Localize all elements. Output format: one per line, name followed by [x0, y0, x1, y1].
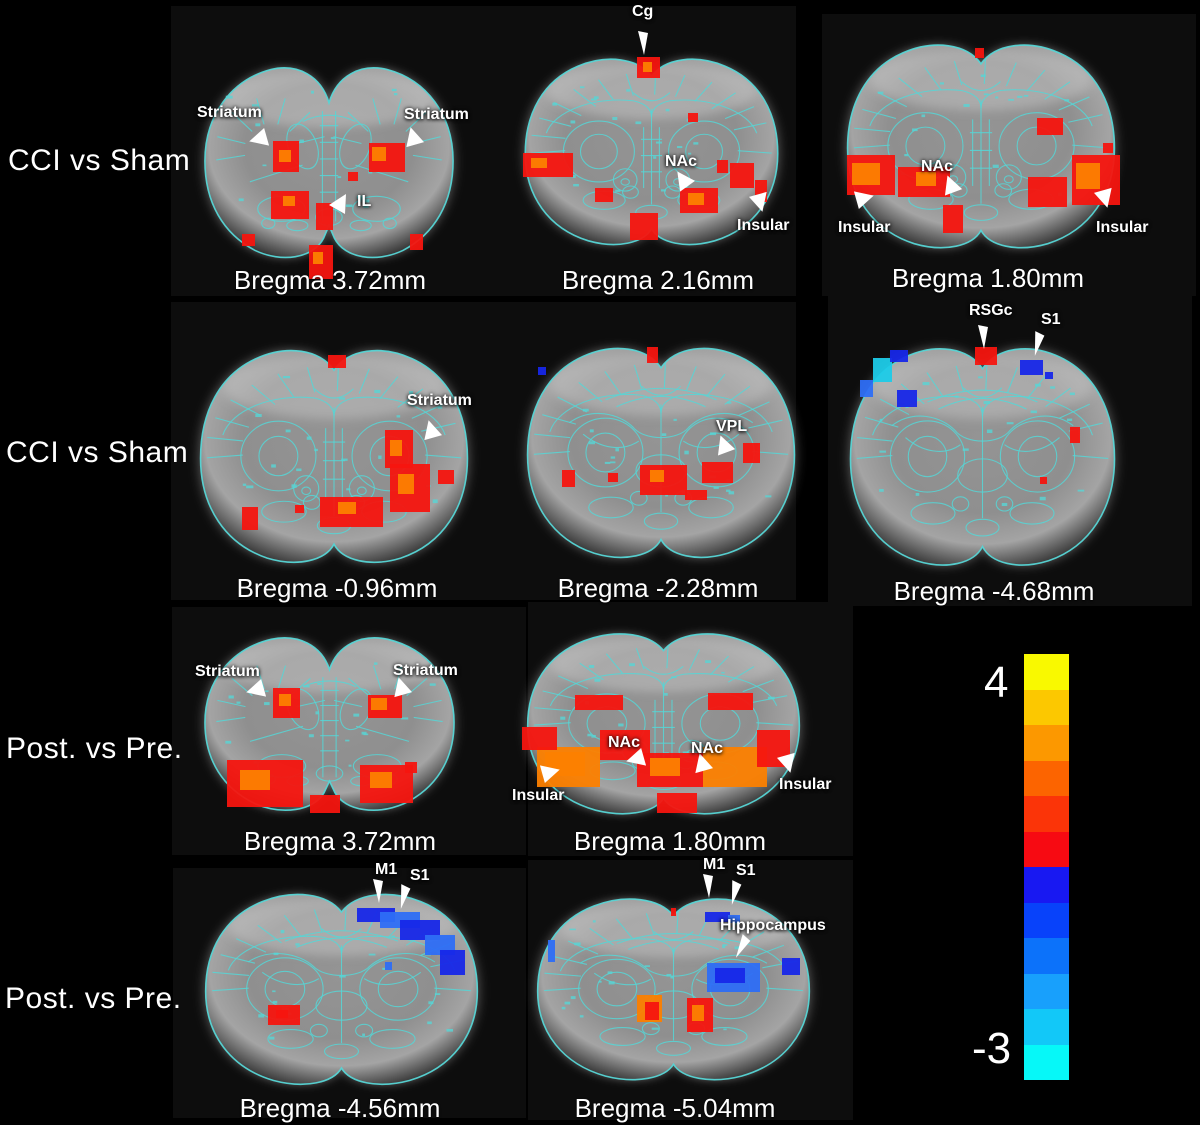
- slice-caption-r3-s1: Bregma 3.72mm: [243, 826, 437, 856]
- annotation-nac: NAc: [665, 153, 698, 170]
- row-label-3-post-vs-pre-: Post. vs Pre.: [6, 732, 183, 765]
- annotation-insular: Insular: [512, 787, 565, 804]
- annotation-nac: NAc: [921, 158, 954, 175]
- arrowhead-il: [329, 194, 346, 214]
- colorbar-segment-2: [1024, 689, 1069, 725]
- annotation-nac: NAc: [691, 740, 724, 757]
- row-label-1-cci-vs-sham: CCI vs Sham: [8, 144, 191, 177]
- annotation-hippocampus: Hippocampus: [720, 917, 826, 934]
- arrowhead-striatum: [406, 127, 425, 148]
- activation-blobs-r4-s1: [268, 908, 465, 1025]
- slice-caption-r1-s3: Bregma 1.80mm: [891, 263, 1085, 293]
- annotation-striatum: Striatum: [407, 392, 472, 409]
- slice-caption-r1-s2: Bregma 2.16mm: [561, 265, 755, 295]
- colorbar-segment-1: [1024, 654, 1069, 690]
- annotation-insular: Insular: [1096, 219, 1149, 236]
- arrowhead-nac: [944, 175, 963, 196]
- annotation-striatum: Striatum: [404, 106, 469, 123]
- arrowhead-insular: [1093, 187, 1112, 208]
- annotation-m1: M1: [703, 856, 726, 873]
- arrowhead-rsgc: [978, 325, 988, 349]
- arrowhead-insular: [853, 191, 874, 210]
- colorbar-segment-11: [1024, 1009, 1069, 1045]
- arrowhead-hippocampus: [735, 934, 751, 958]
- annotation-vpl: VPL: [716, 418, 748, 435]
- arrowhead-s1: [1034, 331, 1045, 356]
- colorbar-segment-7: [1024, 867, 1069, 903]
- atlas-outlines: [857, 364, 1108, 536]
- colorbar-segment-10: [1024, 973, 1069, 1009]
- colorbar-segment-4: [1024, 760, 1069, 796]
- annotation-s1: S1: [410, 867, 430, 884]
- arrowhead-striatum: [394, 677, 413, 698]
- slice-caption-r4-s2: Bregma -5.04mm: [574, 1093, 776, 1123]
- activation-blobs-r1-s1: [242, 141, 423, 279]
- arrowhead-vpl: [717, 435, 736, 456]
- activation-blobs-r2-s2: [538, 347, 760, 500]
- colorbar-min-label: -3: [972, 1024, 1012, 1073]
- slice-caption-r1-s1: Bregma 3.72mm: [233, 265, 427, 295]
- brain-slice-r1-s3: [848, 45, 1115, 248]
- arrowhead-insular: [748, 191, 767, 212]
- slice-caption-r2-s2: Bregma -2.28mm: [557, 573, 759, 603]
- annotation-striatum: Striatum: [197, 104, 262, 121]
- annotation-il: IL: [357, 193, 372, 210]
- annotation-cg: Cg: [632, 3, 654, 20]
- arrowhead-nac: [695, 753, 714, 774]
- colorbar-segment-3: [1024, 725, 1069, 761]
- arrowhead-striatum: [246, 678, 267, 697]
- row-label-4-post-vs-pre-: Post. vs Pre.: [5, 982, 182, 1015]
- colorbar-segment-12: [1024, 1044, 1069, 1080]
- colorbar-segment-5: [1024, 796, 1069, 832]
- annotation-m1: M1: [375, 861, 398, 878]
- annotation-nac: NAc: [608, 734, 641, 751]
- atlas-outlines: [531, 72, 771, 219]
- slice-caption-r2-s1: Bregma -0.96mm: [236, 573, 438, 603]
- colorbar-segment-6: [1024, 831, 1069, 867]
- annotation-insular: Insular: [838, 219, 891, 236]
- arrowhead-nac: [677, 171, 696, 192]
- annotation-striatum: Striatum: [393, 662, 458, 679]
- activation-blobs-r1-s2: [523, 57, 767, 240]
- colorbar-max-label: 4: [984, 658, 1009, 707]
- brain-slice-r2-s1: [201, 351, 468, 563]
- activation-blobs-r2-s1: [242, 355, 454, 530]
- arrowhead-m1: [703, 874, 713, 898]
- slice-caption-r4-s1: Bregma -4.56mm: [239, 1093, 441, 1123]
- atlas-outlines: [212, 908, 471, 1059]
- brain-slice-r4-s1: [206, 895, 478, 1085]
- slice-caption-r3-s2: Bregma 1.80mm: [573, 826, 767, 856]
- arrowhead-nac: [626, 747, 647, 766]
- atlas-outlines: [534, 363, 788, 529]
- arrowhead-cg: [638, 31, 648, 55]
- slice-caption-r2-s3: Bregma -4.68mm: [893, 576, 1095, 606]
- annotation-s1: S1: [1041, 311, 1061, 328]
- brain-slice-r2-s2: [528, 348, 795, 557]
- annotation-rsgc: RSGc: [969, 302, 1013, 319]
- arrowhead-s1: [400, 884, 411, 909]
- activation-blobs-r3-s1: [227, 688, 417, 813]
- arrowhead-striatum: [424, 420, 443, 441]
- arrowhead-s1: [731, 880, 742, 905]
- annotation-insular: Insular: [737, 217, 790, 234]
- arrowhead-m1: [373, 879, 383, 903]
- colorbar-segment-8: [1024, 902, 1069, 938]
- arrowhead-insular: [776, 752, 795, 773]
- annotation-striatum: Striatum: [195, 663, 260, 680]
- arrowhead-striatum: [249, 127, 270, 146]
- row-label-2-cci-vs-sham: CCI vs Sham: [6, 436, 189, 469]
- colorbar: [1024, 654, 1069, 1080]
- arrowhead-insular: [539, 765, 560, 784]
- annotation-s1: S1: [736, 862, 756, 879]
- activation-blobs-r2-s3: [860, 347, 1080, 484]
- activation-blobs-r4-s2: [548, 908, 800, 1032]
- activation-blobs-r1-s3: [847, 48, 1120, 233]
- annotation-insular: Insular: [779, 776, 832, 793]
- colorbar-segment-9: [1024, 938, 1069, 974]
